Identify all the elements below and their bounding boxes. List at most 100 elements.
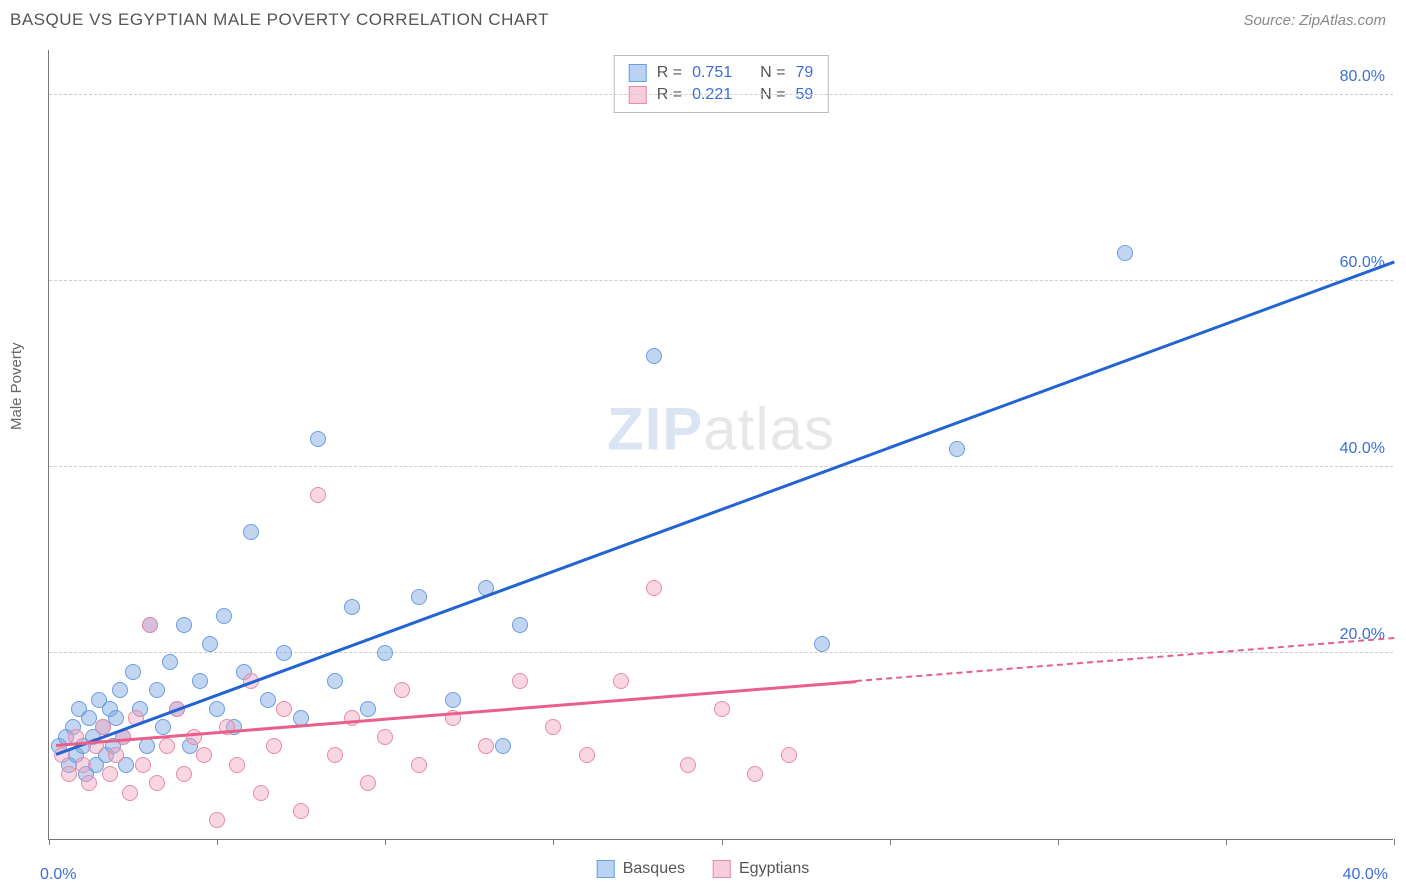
data-point — [680, 757, 696, 773]
data-point — [108, 710, 124, 726]
data-point — [377, 729, 393, 745]
data-point — [266, 738, 282, 754]
r-value: 0.751 — [692, 64, 732, 82]
x-axis-max-label: 40.0% — [1343, 866, 1388, 884]
data-point — [176, 766, 192, 782]
series-legend: Basques Egyptians — [597, 860, 810, 878]
data-point — [327, 673, 343, 689]
data-point — [149, 775, 165, 791]
data-point — [646, 348, 662, 364]
legend-item: Egyptians — [713, 860, 809, 878]
scatter-chart: ZIPatlas R =0.751N =79R =0.221N =59 20.0… — [48, 50, 1393, 840]
data-point — [142, 617, 158, 633]
data-point — [344, 710, 360, 726]
data-point — [122, 785, 138, 801]
x-tick — [385, 839, 386, 845]
x-tick — [890, 839, 891, 845]
x-tick — [722, 839, 723, 845]
data-point — [512, 673, 528, 689]
data-point — [253, 785, 269, 801]
data-point — [102, 766, 118, 782]
data-point — [192, 673, 208, 689]
gridline — [49, 466, 1393, 467]
data-point — [202, 636, 218, 652]
data-point — [344, 599, 360, 615]
n-value: 79 — [795, 64, 813, 82]
data-point — [155, 719, 171, 735]
watermark: ZIPatlas — [607, 394, 835, 463]
y-tick-label: 40.0% — [1340, 440, 1385, 458]
trend-line — [856, 637, 1394, 682]
trend-line — [55, 260, 1394, 755]
data-point — [1117, 245, 1133, 261]
data-point — [75, 757, 91, 773]
x-axis-origin-label: 0.0% — [40, 866, 76, 884]
data-point — [186, 729, 202, 745]
data-point — [229, 757, 245, 773]
data-point — [579, 747, 595, 763]
data-point — [394, 682, 410, 698]
correlation-legend: R =0.751N =79R =0.221N =59 — [614, 55, 829, 113]
y-tick-label: 80.0% — [1340, 68, 1385, 86]
legend-item: Basques — [597, 860, 685, 878]
legend-label: Egyptians — [739, 860, 809, 878]
data-point — [814, 636, 830, 652]
legend-swatch — [713, 860, 731, 878]
data-point — [377, 645, 393, 661]
data-point — [196, 747, 212, 763]
x-tick — [553, 839, 554, 845]
data-point — [411, 757, 427, 773]
data-point — [108, 747, 124, 763]
data-point — [512, 617, 528, 633]
data-point — [209, 701, 225, 717]
data-point — [478, 738, 494, 754]
n-label: N = — [760, 64, 785, 82]
data-point — [209, 812, 225, 828]
legend-swatch — [629, 64, 647, 82]
data-point — [243, 524, 259, 540]
data-point — [747, 766, 763, 782]
data-point — [646, 580, 662, 596]
data-point — [445, 692, 461, 708]
gridline — [49, 280, 1393, 281]
r-label: R = — [657, 64, 682, 82]
legend-row: R = 0.751 N = 79 — [629, 62, 814, 84]
data-point — [276, 645, 292, 661]
data-point — [139, 738, 155, 754]
chart-title: BASQUE VS EGYPTIAN MALE POVERTY CORRELAT… — [10, 10, 549, 30]
data-point — [327, 747, 343, 763]
data-point — [613, 673, 629, 689]
data-point — [360, 701, 376, 717]
data-point — [949, 441, 965, 457]
data-point — [216, 608, 232, 624]
data-point — [411, 589, 427, 605]
data-point — [360, 775, 376, 791]
data-point — [545, 719, 561, 735]
y-axis-label: Male Poverty — [8, 342, 25, 430]
x-tick — [49, 839, 50, 845]
gridline — [49, 94, 1393, 95]
data-point — [112, 682, 128, 698]
data-point — [125, 664, 141, 680]
data-point — [310, 431, 326, 447]
legend-swatch — [597, 860, 615, 878]
data-point — [176, 617, 192, 633]
data-point — [714, 701, 730, 717]
x-tick — [1226, 839, 1227, 845]
data-point — [781, 747, 797, 763]
y-tick-label: 60.0% — [1340, 254, 1385, 272]
data-point — [135, 757, 151, 773]
data-point — [310, 487, 326, 503]
data-point — [293, 803, 309, 819]
x-tick — [1058, 839, 1059, 845]
data-point — [495, 738, 511, 754]
data-point — [260, 692, 276, 708]
data-point — [276, 701, 292, 717]
source-attribution: Source: ZipAtlas.com — [1243, 12, 1386, 29]
data-point — [159, 738, 175, 754]
legend-label: Basques — [623, 860, 685, 878]
x-tick — [217, 839, 218, 845]
data-point — [149, 682, 165, 698]
x-tick — [1394, 839, 1395, 845]
data-point — [162, 654, 178, 670]
